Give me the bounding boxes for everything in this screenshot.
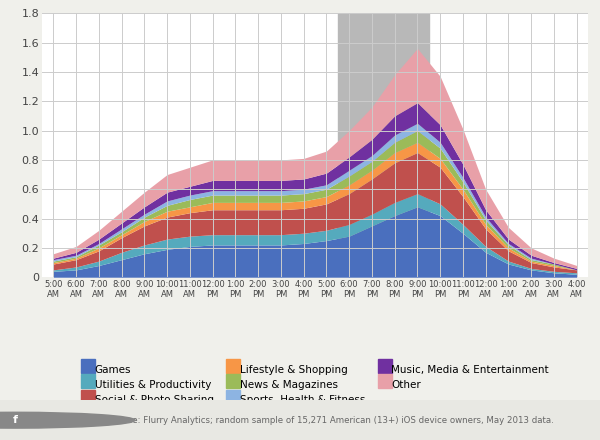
Text: FLURRY: FLURRY	[33, 415, 77, 425]
Circle shape	[0, 412, 135, 428]
Legend: Games, Utilities & Productivity, Social & Photo Sharing, Lifestyle & Shopping, N: Games, Utilities & Productivity, Social …	[78, 362, 552, 408]
Bar	[338, 13, 429, 277]
Text: Source: Flurry Analytics; random sample of 15,271 American (13+) iOS device owne: Source: Flurry Analytics; random sample …	[108, 416, 554, 425]
Text: f: f	[13, 415, 17, 425]
